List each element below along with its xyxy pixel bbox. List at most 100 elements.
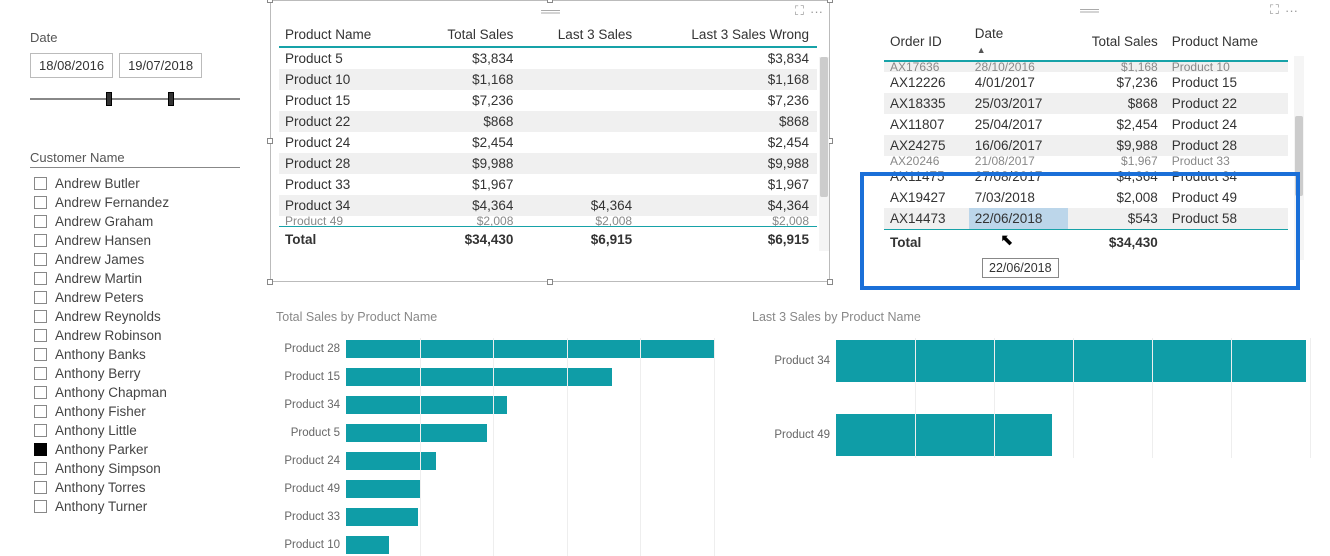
bar-row[interactable]: Product 49	[274, 478, 714, 500]
slider-handle-right[interactable]	[168, 92, 174, 106]
table-row[interactable]: AX1147527/08/2017$4,364Product 34	[884, 166, 1288, 187]
checkbox[interactable]	[34, 272, 47, 285]
slider-handle-left[interactable]	[106, 92, 112, 106]
customer-name: Anthony Parker	[55, 442, 148, 457]
table-row[interactable]: AX1833525/03/2017$868Product 22	[884, 93, 1288, 114]
column-header[interactable]: Product Name	[1166, 20, 1288, 61]
customer-item[interactable]: Andrew Martin	[30, 269, 240, 288]
checkbox[interactable]	[34, 386, 47, 399]
checkbox[interactable]	[34, 481, 47, 494]
resize-handle[interactable]	[267, 0, 273, 3]
checkbox[interactable]	[34, 462, 47, 475]
table-row[interactable]: Product 33$1,967$1,967	[279, 174, 817, 195]
column-header[interactable]: Total Sales	[414, 21, 522, 47]
date-label: Date	[30, 30, 240, 45]
bar-row[interactable]: Product 28	[274, 338, 714, 360]
checkbox[interactable]	[34, 500, 47, 513]
total-sales-chart[interactable]: Total Sales by Product Name Product 28Pr…	[274, 310, 714, 550]
customer-item[interactable]: Anthony Fisher	[30, 402, 240, 421]
checkbox[interactable]	[34, 405, 47, 418]
customer-item[interactable]: Andrew Graham	[30, 212, 240, 231]
table-row[interactable]: AX1447322/06/2018$543Product 58	[884, 208, 1288, 230]
customer-item[interactable]: Andrew Robinson	[30, 326, 240, 345]
checkbox[interactable]	[34, 348, 47, 361]
table-row[interactable]: Product 5$3,834$3,834	[279, 47, 817, 69]
checkbox[interactable]	[34, 310, 47, 323]
table-row[interactable]: Product 24$2,454$2,454	[279, 132, 817, 153]
resize-handle[interactable]	[827, 0, 833, 3]
product-table[interactable]: Product NameTotal SalesLast 3 SalesLast …	[279, 21, 817, 250]
table-row[interactable]: Product 28$9,988$9,988	[279, 153, 817, 174]
customer-item[interactable]: Anthony Berry	[30, 364, 240, 383]
bar-row[interactable]: Product 33	[274, 506, 714, 528]
checkbox[interactable]	[34, 253, 47, 266]
checkbox[interactable]	[34, 196, 47, 209]
table-row[interactable]: AX2024621/08/2017$1,967Product 33	[884, 156, 1288, 166]
bar-row[interactable]: Product 5	[274, 422, 714, 444]
customer-item[interactable]: Anthony Simpson	[30, 459, 240, 478]
table-row[interactable]: AX122264/01/2017$7,236Product 15	[884, 72, 1288, 93]
table-row[interactable]: AX1763628/10/2016$1,168Product 10	[884, 61, 1288, 72]
more-options-icon[interactable]: ···	[810, 4, 823, 19]
customer-item[interactable]: Andrew Peters	[30, 288, 240, 307]
column-header[interactable]: Order ID	[884, 20, 969, 61]
checkbox[interactable]	[34, 367, 47, 380]
table-row[interactable]: Product 34$4,364$4,364$4,364	[279, 195, 817, 216]
bar-fill	[346, 396, 507, 414]
date-to-input[interactable]: 19/07/2018	[119, 53, 202, 78]
checkbox[interactable]	[34, 234, 47, 247]
drag-handle-icon[interactable]: ══	[541, 3, 559, 19]
date-from-input[interactable]: 18/08/2016	[30, 53, 113, 78]
bar-row[interactable]: Product 10	[274, 534, 714, 556]
customer-item[interactable]: Andrew Hansen	[30, 231, 240, 250]
customer-item[interactable]: Anthony Turner	[30, 497, 240, 516]
scrollbar[interactable]	[819, 57, 829, 251]
order-table[interactable]: Order IDDate▲Total SalesProduct NameAX17…	[884, 20, 1288, 253]
customer-item[interactable]: Anthony Chapman	[30, 383, 240, 402]
bar-row[interactable]: Product 15	[274, 366, 714, 388]
column-header[interactable]: Last 3 Sales	[521, 21, 640, 47]
customer-item[interactable]: Anthony Parker	[30, 440, 240, 459]
customer-name: Andrew Butler	[55, 176, 140, 191]
focus-mode-icon[interactable]: ⛶	[1270, 2, 1279, 18]
column-header[interactable]: Total Sales	[1068, 20, 1166, 61]
focus-mode-icon[interactable]: ⛶	[795, 3, 804, 19]
bar-row[interactable]: Product 34	[750, 338, 1310, 384]
checkbox[interactable]	[34, 291, 47, 304]
checkbox[interactable]	[34, 177, 47, 190]
checkbox[interactable]	[34, 329, 47, 342]
date-slider[interactable]	[30, 90, 240, 110]
order-table-visual[interactable]: ══ ⛶ ··· Order IDDate▲Total SalesProduct…	[874, 0, 1304, 290]
scrollbar[interactable]	[1294, 56, 1304, 260]
table-row[interactable]: Product 10$1,168$1,168	[279, 69, 817, 90]
customer-item[interactable]: Anthony Little	[30, 421, 240, 440]
bar-row[interactable]: Product 24	[274, 450, 714, 472]
table-row[interactable]: AX194277/03/2018$2,008Product 49	[884, 187, 1288, 208]
table-row[interactable]: AX2427516/06/2017$9,988Product 28	[884, 135, 1288, 156]
customer-item[interactable]: Andrew Butler	[30, 174, 240, 193]
checkbox[interactable]	[34, 215, 47, 228]
customer-slicer: Customer Name Andrew ButlerAndrew Fernan…	[30, 150, 240, 516]
customer-item[interactable]: Andrew Reynolds	[30, 307, 240, 326]
checkbox[interactable]	[34, 443, 47, 456]
drag-handle-icon[interactable]: ══	[1080, 2, 1098, 18]
customer-item[interactable]: Anthony Torres	[30, 478, 240, 497]
bar-row[interactable]: Product 34	[274, 394, 714, 416]
table-row[interactable]: Product 15$7,236$7,236	[279, 90, 817, 111]
customer-item[interactable]: Andrew James	[30, 250, 240, 269]
table-row[interactable]: AX1180725/04/2017$2,454Product 24	[884, 114, 1288, 135]
table-row[interactable]: Product 22$868$868	[279, 111, 817, 132]
customer-name: Andrew Graham	[55, 214, 153, 229]
customer-item[interactable]: Anthony Banks	[30, 345, 240, 364]
customer-item[interactable]: Andrew Fernandez	[30, 193, 240, 212]
product-table-visual[interactable]: ══ ⛶ ··· Product NameTotal SalesLast 3 S…	[270, 0, 830, 282]
table-row[interactable]: Product 49$2,008$2,008$2,008	[279, 216, 817, 227]
checkbox[interactable]	[34, 424, 47, 437]
column-header[interactable]: Product Name	[279, 21, 414, 47]
more-options-icon[interactable]: ···	[1285, 3, 1298, 18]
column-header[interactable]: Last 3 Sales Wrong	[640, 21, 817, 47]
bar-row[interactable]: Product 49	[750, 412, 1310, 458]
bar-fill	[346, 508, 418, 526]
column-header[interactable]: Date▲	[969, 20, 1068, 61]
last3-sales-chart[interactable]: Last 3 Sales by Product Name Product 34P…	[750, 310, 1310, 550]
